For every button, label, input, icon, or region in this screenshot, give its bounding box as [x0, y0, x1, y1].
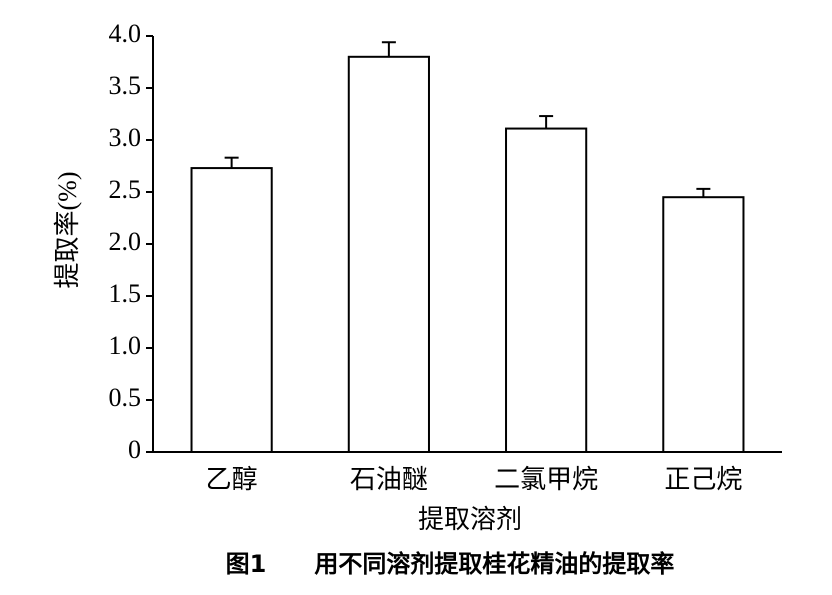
- y-axis-label: 提取率(%): [53, 172, 82, 289]
- caption: 图1 用不同溶剂提取桂花精油的提取率: [226, 550, 675, 578]
- y-tick-label: 1.5: [109, 279, 142, 308]
- x-tick-label: 正己烷: [664, 465, 742, 494]
- x-tick-label: 乙醇: [206, 465, 258, 494]
- x-axis-label: 提取溶剂: [418, 505, 522, 534]
- x-tick-label: 石油醚: [350, 465, 428, 494]
- x-tick-label: 二氯甲烷: [494, 465, 598, 494]
- y-tick-label: 2.0: [109, 227, 142, 256]
- y-tick-label: 3.5: [109, 71, 142, 100]
- y-tick-label: 1.0: [109, 331, 142, 360]
- y-tick-label: 4.0: [109, 19, 142, 48]
- bar: [347, 55, 430, 454]
- y-tick-label: 0: [128, 435, 141, 464]
- bar: [662, 196, 745, 453]
- y-tick-label: 3.0: [109, 123, 142, 152]
- bar: [190, 167, 273, 454]
- bar: [505, 127, 588, 453]
- y-tick-label: 0.5: [109, 383, 142, 412]
- y-tick-label: 2.5: [109, 175, 142, 204]
